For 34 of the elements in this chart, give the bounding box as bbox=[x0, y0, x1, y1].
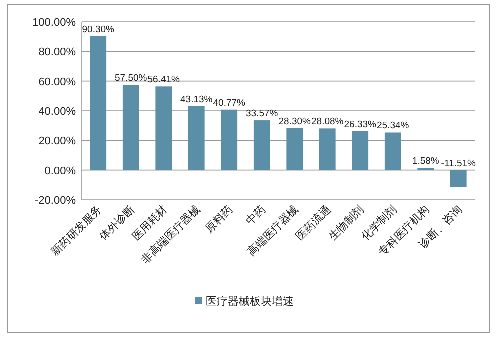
bar bbox=[384, 132, 402, 170]
y-tick-label: -20.00% bbox=[35, 195, 76, 207]
data-label: 90.30% bbox=[82, 24, 116, 36]
y-tick-label: 100.00% bbox=[32, 17, 76, 29]
bar bbox=[90, 36, 107, 170]
data-label: -11.51% bbox=[441, 158, 477, 170]
bar bbox=[418, 168, 434, 170]
bar bbox=[221, 110, 238, 170]
x-tick-label: 原料药 bbox=[202, 202, 236, 236]
bar bbox=[450, 170, 467, 188]
y-tick-label: 0.00% bbox=[44, 165, 76, 178]
bar bbox=[188, 106, 205, 170]
bar bbox=[122, 85, 140, 170]
y-tick-label: 80.00% bbox=[38, 46, 76, 59]
x-tick-label: 中药 bbox=[244, 202, 268, 228]
bar bbox=[352, 131, 369, 170]
legend-label: 医疗器械板块增速 bbox=[206, 295, 294, 308]
data-label: 43.13% bbox=[180, 94, 214, 106]
data-label: 40.77% bbox=[213, 98, 246, 109]
bar bbox=[319, 128, 336, 170]
data-label: 56.41% bbox=[148, 74, 181, 86]
y-tick-label: 20.00% bbox=[38, 136, 76, 148]
data-label: 57.50% bbox=[115, 73, 148, 84]
bar bbox=[156, 86, 172, 170]
data-label: 1.58% bbox=[412, 156, 440, 167]
data-label: 28.30% bbox=[278, 116, 312, 128]
data-label: 26.33% bbox=[344, 119, 378, 130]
y-tick-label: 60.00% bbox=[38, 76, 76, 88]
data-label: 28.08% bbox=[312, 116, 344, 128]
bar bbox=[286, 128, 304, 170]
data-label: 25.34% bbox=[377, 120, 410, 132]
bar bbox=[254, 120, 270, 170]
y-tick-label: 40.00% bbox=[38, 106, 76, 118]
data-label: 33.57% bbox=[246, 108, 279, 120]
